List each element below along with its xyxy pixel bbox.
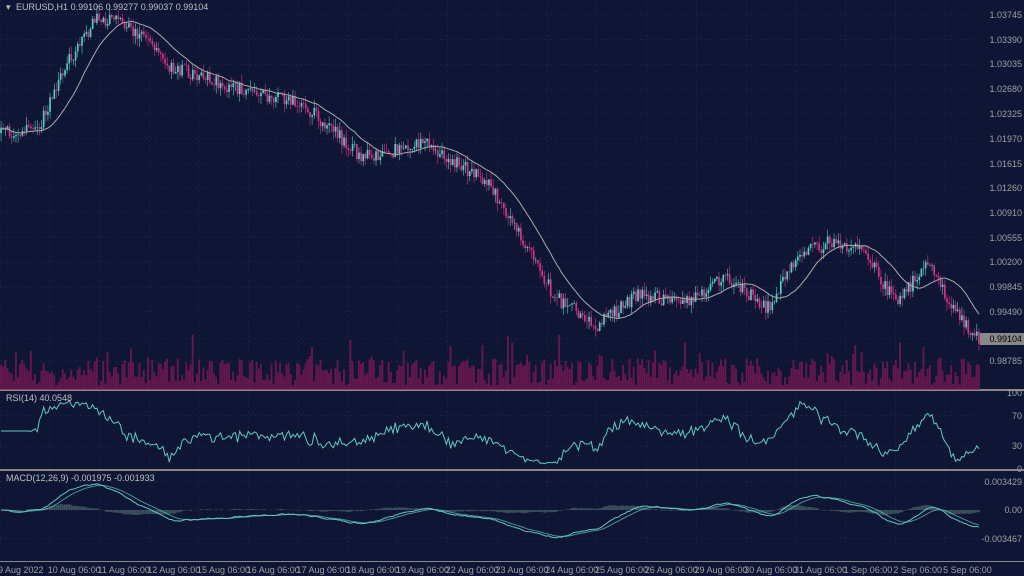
y-tick-label: 1.02680: [980, 84, 1022, 94]
price-chart-canvas: [0, 0, 980, 390]
price-y-axis: 1.03745 1.03390 1.03035 1.02680 1.02325 1.019…: [980, 0, 1024, 389]
y-tick-label: 1.01615: [980, 159, 1022, 169]
y-tick-label: 0.99845: [980, 282, 1022, 292]
ohlc-open: 0.99106: [71, 2, 104, 12]
rsi-chart-canvas: [0, 391, 980, 471]
y-tick-label: 1.03035: [980, 59, 1022, 69]
y-tick-label: 1.02325: [980, 109, 1022, 119]
ohlc-close: 0.99104: [176, 2, 209, 12]
macd-y-axis: 0.003429 0.00 -0.003467: [980, 471, 1024, 561]
y-tick-label: 0.003429: [980, 477, 1022, 487]
x-tick-label: 1 Sep 06:00: [844, 565, 893, 575]
symbol-label: ▾ EURUSD,H1 0.99106 0.99277 0.99037 0.99…: [6, 2, 208, 13]
current-price-tag: 0.99104: [980, 333, 1024, 345]
x-tick-label: 31 Aug 06:00: [794, 565, 847, 575]
y-tick-label: 1.00200: [980, 257, 1022, 267]
y-tick-label: 1.01260: [980, 183, 1022, 193]
y-tick-label: 0.00: [980, 505, 1022, 515]
rsi-label: RSI(14) 40.0548: [6, 393, 72, 403]
rsi-y-axis: 10070300: [980, 391, 1024, 469]
ohlc-low: 0.99037: [141, 2, 174, 12]
y-tick-label: 0.99490: [980, 307, 1022, 317]
y-tick-label: 1.00910: [980, 208, 1022, 218]
y-tick-label: 1.03745: [980, 10, 1022, 20]
symbol-text: EURUSD,H1: [16, 2, 68, 12]
x-tick-label: 12 Aug 06:00: [147, 565, 200, 575]
x-tick-label: 24 Aug 06:00: [545, 565, 598, 575]
x-tick-label: 23 Aug 06:00: [495, 565, 548, 575]
x-tick-label: 10 Aug 06:00: [48, 565, 101, 575]
x-tick-label: 2 Sep 06:00: [893, 565, 942, 575]
macd-panel[interactable]: MACD(12,26,9) -0.001975 -0.001933 0.0034…: [0, 470, 1024, 562]
x-tick-label: 5 Sep 06:00: [943, 565, 992, 575]
y-tick-label: 70: [980, 411, 1022, 421]
x-tick-label: 9 Aug 2022: [0, 565, 44, 575]
x-tick-label: 16 Aug 06:00: [247, 565, 300, 575]
x-tick-label: 15 Aug 06:00: [197, 565, 250, 575]
x-tick-label: 22 Aug 06:00: [446, 565, 499, 575]
y-tick-label: 1.03390: [980, 35, 1022, 45]
chevron-down-icon: ▾: [6, 2, 11, 13]
x-tick-label: 29 Aug 06:00: [694, 565, 747, 575]
x-tick-label: 19 Aug 06:00: [396, 565, 449, 575]
macd-label: MACD(12,26,9) -0.001975 -0.001933: [6, 473, 155, 483]
x-tick-label: 17 Aug 06:00: [296, 565, 349, 575]
x-tick-label: 25 Aug 06:00: [595, 565, 648, 575]
x-tick-label: 11 Aug 06:00: [97, 565, 149, 575]
rsi-panel[interactable]: RSI(14) 40.0548 10070300: [0, 390, 1024, 470]
x-tick-label: 18 Aug 06:00: [346, 565, 399, 575]
x-tick-label: 26 Aug 06:00: [645, 565, 698, 575]
time-x-axis: 9 Aug 2022 10 Aug 06:0011 Aug 06:0012 Aug…: [0, 562, 980, 576]
y-tick-label: 100: [980, 388, 1022, 398]
ohlc-high: 0.99277: [106, 2, 139, 12]
trading-chart[interactable]: ▾ EURUSD,H1 0.99106 0.99277 0.99037 0.99…: [0, 0, 1024, 576]
y-tick-label: 1.01970: [980, 134, 1022, 144]
x-tick-label: 30 Aug 06:00: [744, 565, 797, 575]
y-tick-label: 0.98785: [980, 356, 1022, 366]
y-tick-label: 30: [980, 441, 1022, 451]
y-tick-label: 1.00555: [980, 233, 1022, 243]
y-tick-label: -0.003467: [980, 534, 1022, 544]
price-panel[interactable]: ▾ EURUSD,H1 0.99106 0.99277 0.99037 0.99…: [0, 0, 1024, 390]
